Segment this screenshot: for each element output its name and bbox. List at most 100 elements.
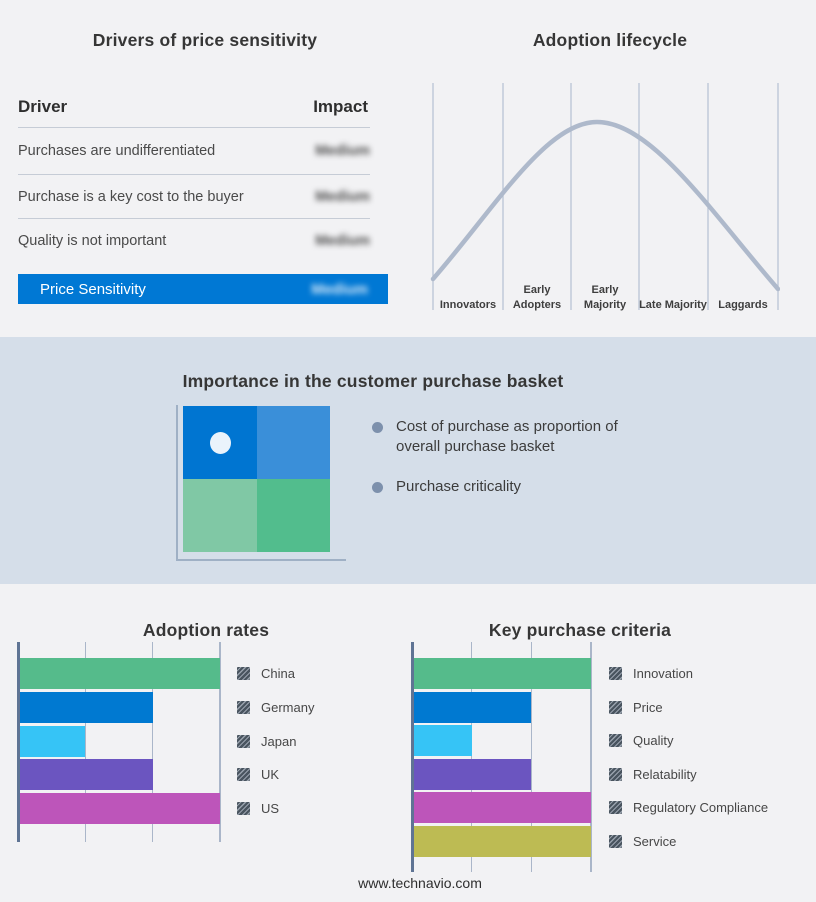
gridline [590,642,592,872]
bar-innovation [414,658,591,689]
position-marker-dot [210,432,231,454]
bullet-text: Cost of purchase as proportion of overal… [396,418,618,455]
quadrant-top-left [183,406,257,479]
bar-china [20,658,220,689]
hatch-swatch-icon [609,801,622,815]
legend-item-us: US [237,801,279,817]
stage-label-early-adopters: Early Adopters [512,284,562,311]
driver-cell: Purchases are undifferentiated [18,143,216,159]
quadrant-bottom-right [257,479,330,552]
y-axis-line [411,642,414,872]
drivers-panel-title: Drivers of price sensitivity [92,29,318,50]
quadrant-bottom-left [183,479,257,552]
driver-cell: Purchase is a key cost to the buyer [18,188,244,205]
adoption-rates-title: Adoption rates [142,619,270,640]
legend-label: UK [261,767,280,783]
bar-quality [414,725,472,757]
bullet-item: Cost of purchase as proportion of overal… [372,417,638,457]
gridline [219,642,221,842]
gridline [151,642,154,842]
quadrant-x-axis [176,559,346,561]
drivers-table-header: Driver Impact [18,93,368,121]
price-sensitivity-row: Price Sensitivity Medium [18,274,388,304]
legend-item-china: China [237,666,295,682]
driver-table-row: Purchases are undifferentiated Medium [18,128,370,175]
price-sensitivity-impact-redacted: Medium [311,280,368,298]
hatch-swatch-icon [609,667,622,680]
purchase-basket-quadrant [183,406,330,552]
impact-column-header: Impact [313,97,368,116]
legend-label: China [261,666,295,681]
bullet-item: Purchase criticality [372,477,638,497]
lifecycle-bell-curve-svg [430,83,781,310]
hatch-swatch-icon [609,734,622,748]
bell-curve-path [430,119,781,292]
adoption-rates-legend: China Germany Japan UK US [237,642,407,842]
legend-label: Japan [261,733,297,749]
bar-us [20,793,220,824]
legend-item-service: Service [609,834,676,850]
impact-value-redacted: Medium [315,188,370,205]
driver-table-row: Purchase is a key cost to the buyer Mediu… [18,175,370,219]
purchase-basket-title: Importance in the customer purchase bask… [182,370,564,391]
legend-label: Service [633,834,677,849]
legend-item-uk: UK [237,767,279,783]
hatch-swatch-icon [609,835,622,848]
gridline [470,642,473,872]
purchase-basket-bullets: Cost of purchase as proportion of overal… [372,417,638,497]
bullet-dot-icon [372,482,383,493]
adoption-rates-chart [17,642,228,842]
bar-service [414,826,591,857]
bar-regulatory-compliance [414,792,591,824]
impact-value-redacted: Medium [315,232,370,249]
drivers-table-body: Purchases are undifferentiated Medium Purc… [18,127,370,262]
hatch-swatch-icon [609,700,622,714]
driver-column-header: Driver [18,97,68,116]
legend-item-japan: Japan [237,733,296,749]
hatch-swatch-icon [237,700,250,714]
legend-item-quality: Quality [609,733,673,749]
legend-label: US [261,801,280,816]
lifecycle-title: Adoption lifecycle [532,29,688,50]
legend-label: Regulatory Compliance [633,800,769,816]
bar-uk [20,759,153,791]
legend-label: Price [633,699,663,715]
hatch-swatch-icon [609,767,622,781]
bar-price [414,691,532,723]
bar-japan [20,725,86,757]
legend-item-price: Price [609,699,663,715]
price-sensitivity-label: Price Sensitivity [40,280,146,298]
key-purchase-criteria-chart [411,642,597,872]
stage-label-innovators: Innovators [439,298,497,311]
quadrant-top-right [257,406,330,479]
key-purchase-criteria-title: Key purchase criteria [488,619,672,640]
lifecycle-gridlines [432,83,779,310]
stage-label-early-majority: Early Majority [583,284,627,311]
legend-item-relatability: Relatability [609,766,697,782]
legend-item-regulatory-compliance: Regulatory Compliance [609,800,768,816]
hatch-swatch-icon [237,802,250,815]
legend-item-germany: Germany [237,699,314,715]
legend-label: Quality [633,733,674,749]
purchase-basket-band: Importance in the customer purchase bask… [0,337,816,584]
legend-item-innovation: Innovation [609,666,693,682]
key-purchase-criteria-legend: Innovation Price Quality Relatability Regula… [609,642,809,872]
hatch-swatch-icon [237,768,250,782]
legend-label: Germany [261,699,315,715]
bullet-dot-icon [372,422,383,433]
impact-value-redacted: Medium [315,143,370,159]
website-footer: www.technavio.com [358,875,482,891]
hatch-swatch-icon [237,734,250,748]
stage-label-laggards: Laggards [718,298,768,311]
lifecycle-chart: Innovators Early Adopters Early Majority La… [400,83,781,318]
y-axis-line [17,642,20,842]
hatch-swatch-icon [237,667,250,680]
stage-label-late-majority: Late Majority [639,298,707,311]
legend-label: Relatability [633,766,697,782]
legend-label: Innovation [633,666,693,681]
driver-table-row: Quality is not important Medium [18,219,370,262]
bullet-text: Purchase criticality [396,478,522,495]
driver-cell: Quality is not important [18,232,167,249]
bar-relatability [414,758,532,790]
